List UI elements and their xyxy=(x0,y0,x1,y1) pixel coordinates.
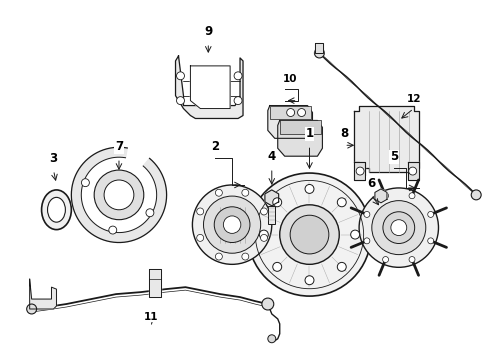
Circle shape xyxy=(408,193,414,199)
Circle shape xyxy=(382,212,414,243)
Circle shape xyxy=(234,96,242,105)
Circle shape xyxy=(279,205,339,264)
Circle shape xyxy=(196,234,203,241)
Text: 10: 10 xyxy=(282,74,296,84)
Circle shape xyxy=(289,215,328,254)
Circle shape xyxy=(260,234,267,241)
Polygon shape xyxy=(267,105,312,138)
Text: 1: 1 xyxy=(305,127,313,140)
FancyBboxPatch shape xyxy=(269,105,311,120)
Circle shape xyxy=(371,201,425,255)
Circle shape xyxy=(363,238,369,244)
Circle shape xyxy=(262,298,273,310)
Circle shape xyxy=(305,184,313,193)
Circle shape xyxy=(375,191,385,201)
Text: 4: 4 xyxy=(267,150,275,163)
FancyBboxPatch shape xyxy=(279,121,321,134)
Circle shape xyxy=(176,72,184,80)
Polygon shape xyxy=(175,56,243,118)
Circle shape xyxy=(337,262,346,271)
Polygon shape xyxy=(277,121,322,156)
Circle shape xyxy=(223,216,240,233)
Polygon shape xyxy=(190,66,230,109)
Circle shape xyxy=(314,48,324,58)
Polygon shape xyxy=(374,189,386,203)
Circle shape xyxy=(305,276,313,285)
Text: 7: 7 xyxy=(115,140,123,153)
Circle shape xyxy=(382,257,388,262)
Circle shape xyxy=(297,109,305,117)
Circle shape xyxy=(192,185,271,264)
Text: 2: 2 xyxy=(211,140,219,153)
Text: 5: 5 xyxy=(389,150,397,163)
Polygon shape xyxy=(407,162,418,180)
Circle shape xyxy=(203,196,260,253)
Circle shape xyxy=(94,170,143,220)
Text: 3: 3 xyxy=(49,152,58,165)
Text: 6: 6 xyxy=(366,177,374,190)
Circle shape xyxy=(272,198,281,207)
Circle shape xyxy=(408,257,414,262)
Circle shape xyxy=(242,189,248,196)
Polygon shape xyxy=(264,190,278,206)
Ellipse shape xyxy=(47,197,65,222)
Circle shape xyxy=(104,180,134,210)
Polygon shape xyxy=(353,162,365,180)
Circle shape xyxy=(390,220,406,235)
Circle shape xyxy=(350,230,359,239)
Circle shape xyxy=(470,190,480,200)
Circle shape xyxy=(234,72,242,80)
Ellipse shape xyxy=(41,190,71,230)
Circle shape xyxy=(176,96,184,105)
Circle shape xyxy=(272,262,281,271)
Circle shape xyxy=(427,211,433,217)
Text: 9: 9 xyxy=(203,25,212,38)
Circle shape xyxy=(81,179,89,186)
Circle shape xyxy=(215,189,222,196)
Circle shape xyxy=(408,167,416,175)
Circle shape xyxy=(286,109,294,117)
FancyBboxPatch shape xyxy=(268,206,275,224)
Circle shape xyxy=(267,335,275,343)
Text: 12: 12 xyxy=(406,94,420,104)
Circle shape xyxy=(242,253,248,260)
Text: 8: 8 xyxy=(340,127,347,140)
Circle shape xyxy=(214,207,249,243)
Text: 11: 11 xyxy=(143,312,158,322)
Polygon shape xyxy=(315,43,323,53)
Circle shape xyxy=(363,211,369,217)
Circle shape xyxy=(145,209,154,217)
Circle shape xyxy=(337,198,346,207)
Circle shape xyxy=(215,253,222,260)
Circle shape xyxy=(27,304,37,314)
Circle shape xyxy=(358,188,438,267)
Circle shape xyxy=(260,208,267,215)
Polygon shape xyxy=(30,279,56,309)
Circle shape xyxy=(196,208,203,215)
Polygon shape xyxy=(71,147,166,243)
Circle shape xyxy=(247,173,370,296)
Circle shape xyxy=(355,167,364,175)
Circle shape xyxy=(109,226,117,234)
Circle shape xyxy=(259,230,268,239)
Circle shape xyxy=(427,238,433,244)
Polygon shape xyxy=(148,269,161,297)
Circle shape xyxy=(382,193,388,199)
Polygon shape xyxy=(353,105,418,172)
